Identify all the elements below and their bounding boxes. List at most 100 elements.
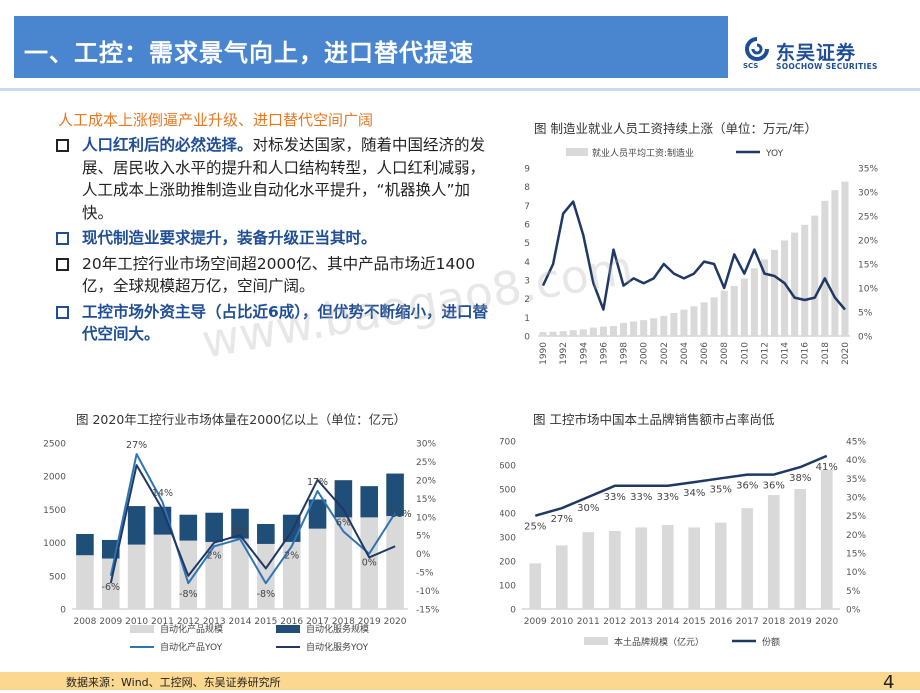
- y2-tick-label: 10%: [416, 513, 436, 523]
- bullet-text: 工控市场外资主导（占比近6成），但优势不断缩小，进口替代空间大。: [82, 302, 489, 344]
- legend-label: 自动化产品规模: [160, 623, 223, 635]
- x-tick-label: 2017: [736, 617, 759, 627]
- legend-label: 自动化服务规模: [306, 623, 369, 635]
- y-tick-label: 6: [524, 221, 530, 231]
- y-tick-label: 200: [500, 558, 516, 568]
- legend-swatch: [584, 637, 608, 645]
- y-tick-label: 0: [510, 606, 516, 616]
- legend-swatch: [130, 625, 154, 633]
- wage-bar: [650, 318, 658, 336]
- y-tick-label: 2500: [43, 440, 66, 450]
- x-tick-label: 2011: [577, 617, 600, 627]
- x-tick-label: 2011: [151, 617, 174, 627]
- brand-bar: [661, 525, 674, 609]
- wage-bar: [599, 326, 607, 336]
- y2-tick-label: 5%: [858, 309, 873, 319]
- bullet-text: 对标发达国家，随着中国经济的发展、居民收入水平的提升和人口结构转型，人口红利减弱…: [82, 136, 486, 222]
- wage-bar: [640, 320, 648, 336]
- product-bar: [127, 544, 146, 609]
- chart-domestic-share: 0 100 200 300 400 500 600 700 0% 5% 10% 15% 20% 25% 30…: [500, 438, 866, 649]
- x-tick-label: 2012: [760, 342, 770, 365]
- y-tick-label: 4: [524, 258, 530, 268]
- service-bar: [386, 473, 404, 517]
- product-bar: [231, 538, 249, 609]
- data-label: 17%: [307, 477, 328, 488]
- wage-bar: [831, 190, 839, 336]
- x-tick-label: 2020: [841, 342, 851, 365]
- data-label: 2%: [207, 550, 222, 561]
- logo-abbr: SCS: [743, 62, 759, 70]
- y2-tick-label: -15%: [416, 606, 440, 616]
- data-label: 38%: [789, 473, 811, 484]
- product-bar: [308, 528, 327, 609]
- chart-market-size: 0 500 1000 1500 2000 2500 -15% -10% -5% 0% 5% 10% 15…: [43, 440, 440, 654]
- product-bar: [205, 541, 223, 609]
- service-bar: [127, 506, 146, 545]
- x-tick-label: 1998: [620, 342, 630, 365]
- legend-label: 本土品牌规模（亿元）: [614, 636, 704, 648]
- x-tick-label: 2013: [203, 617, 226, 627]
- y2-tick-label: 20%: [858, 237, 878, 247]
- y2-tick-label: 10%: [846, 568, 866, 578]
- wage-bar: [589, 327, 597, 336]
- y2-tick-label: 25%: [416, 458, 436, 468]
- y-tick-label: 5: [524, 239, 530, 249]
- y2-tick-label: 20%: [846, 531, 866, 541]
- service-bar: [205, 512, 223, 542]
- wage-bar: [700, 302, 708, 336]
- bullet-item: 20年工控行业市场空间超2000亿、其中产品市场近1400亿，全球规模超万亿，空…: [56, 253, 498, 298]
- y2-tick-label: -5%: [416, 569, 434, 579]
- brand-bar: [635, 527, 648, 609]
- wage-bar: [609, 326, 618, 336]
- x-tick-label: 2017: [306, 617, 329, 627]
- x-tick-label: 2008: [73, 617, 96, 627]
- service-bar: [76, 533, 94, 556]
- y-tick-label: 100: [500, 582, 516, 592]
- x-tick-label: 2000: [640, 342, 650, 365]
- brand-bar: [794, 489, 807, 609]
- footer-bar: 数据来源：Wind、工控网、东吴证券研究所: [0, 672, 920, 690]
- y-tick-label: 300: [500, 534, 516, 544]
- yoy-line: [541, 200, 846, 311]
- y-tick-label: 700: [500, 438, 516, 448]
- service-bar: [334, 480, 353, 518]
- wage-bar: [630, 321, 638, 336]
- x-tick-label: 2014: [781, 342, 791, 365]
- chart-title-wages: 图 制造业就业人员工资持续上涨（单位：万元/年）: [534, 121, 818, 136]
- service-bar: [308, 499, 327, 529]
- x-tick-label: 2020: [384, 617, 407, 627]
- wage-bar: [539, 332, 547, 336]
- y2-tick-label: 0%: [846, 606, 861, 616]
- y2-tick-label: 25%: [846, 512, 866, 522]
- x-tick-label: 2015: [254, 617, 277, 627]
- wage-bar: [760, 259, 768, 336]
- y-tick-label: 8: [524, 183, 530, 193]
- chart-wages: 就业人员平均工资:制造业 YOY 0 1 2 3 4 5 6 7 8 9 0% 5% 10% 15% 20% 25…: [524, 147, 878, 365]
- data-label: 27%: [551, 514, 573, 525]
- y2-tick-label: 40%: [846, 456, 866, 466]
- y-tick-label: 1500: [43, 506, 66, 516]
- product-bar: [282, 541, 301, 609]
- wage-bar: [680, 309, 688, 336]
- wage-bar: [660, 315, 668, 336]
- x-tick-label: 2009: [524, 617, 547, 627]
- wage-bar: [710, 297, 718, 336]
- y-tick-label: 500: [49, 572, 66, 582]
- y2-tick-label: 15%: [846, 550, 866, 560]
- y-tick-label: 600: [500, 462, 516, 472]
- x-tick-label: 2015: [683, 617, 706, 627]
- legend-swatch: [276, 625, 300, 633]
- x-tick-label: 2012: [177, 617, 200, 627]
- chart-title-domestic-share: 图 工控市场中国本土品牌销售额市占率尚低: [533, 412, 775, 427]
- checkbox-icon: [56, 257, 69, 271]
- x-tick-label: 2016: [709, 617, 732, 627]
- service-yoy-line: [109, 464, 396, 584]
- legend-label-yoy: YOY: [765, 149, 784, 159]
- data-label: 0%: [362, 558, 377, 569]
- x-tick-label: 2006: [700, 342, 710, 365]
- y-tick-label: 3: [524, 277, 530, 287]
- bullet-item: 工控市场外资主导（占比近6成），但优势不断缩小，进口替代空间大。: [56, 301, 498, 346]
- y-tick-label: 1: [524, 314, 530, 324]
- data-label: 14%: [152, 488, 173, 499]
- legend-label: 自动化服务YOY: [306, 641, 369, 653]
